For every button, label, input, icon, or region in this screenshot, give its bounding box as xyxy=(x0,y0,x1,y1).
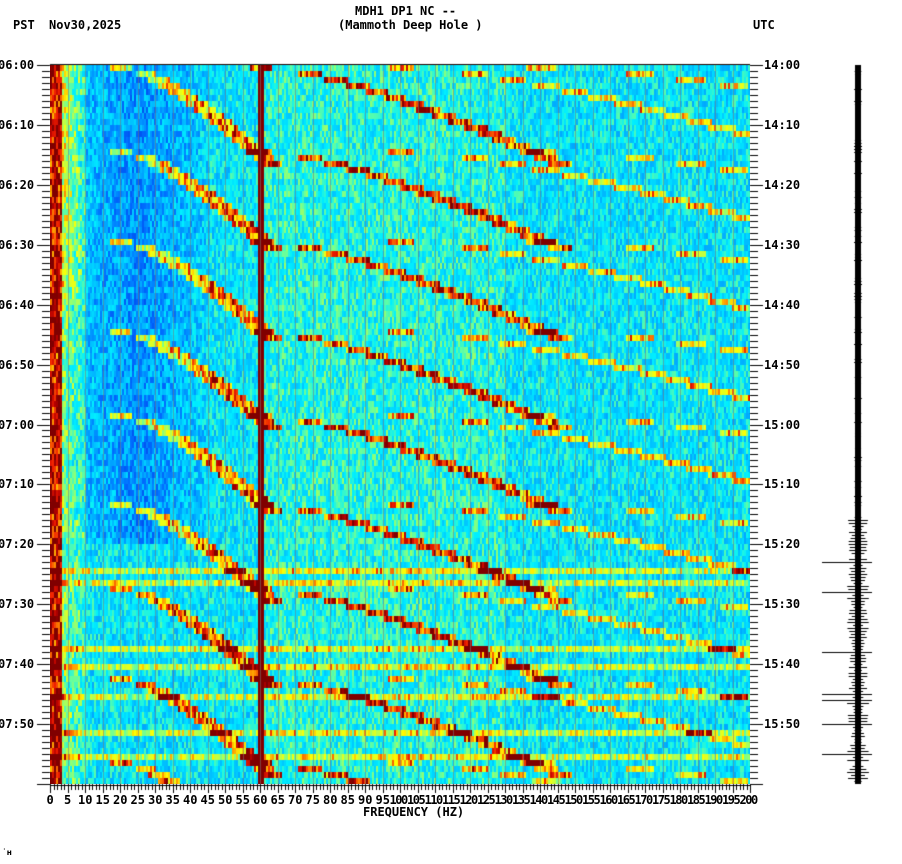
x-tick: 160 xyxy=(599,793,619,807)
y-tick-right: 15:30 xyxy=(764,597,801,612)
y-tick-right: 15:00 xyxy=(764,417,801,432)
y-tick-left: 06:30 xyxy=(0,237,35,252)
x-tick: 75 xyxy=(305,793,320,807)
x-tick: 110 xyxy=(424,793,444,807)
y-tick-left: 07:40 xyxy=(0,657,35,672)
x-tick: 170 xyxy=(634,793,654,807)
x-tick: 90 xyxy=(358,793,373,807)
y-tick-right: 14:00 xyxy=(764,58,801,72)
right-timezone: UTC xyxy=(753,18,775,32)
x-tick: 200 xyxy=(739,793,759,807)
y-tick-right: 15:20 xyxy=(764,537,801,552)
y-tick-left: 06:20 xyxy=(0,177,35,192)
y-tick-left: 07:20 xyxy=(0,537,35,552)
x-tick: 145 xyxy=(547,793,566,807)
station-name: (Mammoth Deep Hole ) xyxy=(338,18,483,32)
y-tick-right: 14:30 xyxy=(764,237,801,252)
y-tick-left: 07:00 xyxy=(0,417,35,432)
y-tick-right: 14:50 xyxy=(764,357,801,372)
x-tick: 140 xyxy=(529,793,549,807)
x-tick: 180 xyxy=(669,793,689,807)
x-tick: 125 xyxy=(477,793,496,807)
x-tick: 80 xyxy=(323,793,338,807)
x-tick: 5 xyxy=(64,793,72,807)
x-tick: 155 xyxy=(582,793,601,807)
y-tick-left: 06:40 xyxy=(0,297,35,312)
y-tick-right: 14:10 xyxy=(764,117,801,132)
x-tick: 20 xyxy=(113,793,128,807)
y-tick-right: 15:40 xyxy=(764,657,801,672)
x-tick: 100 xyxy=(389,793,409,807)
x-tick: 60 xyxy=(253,793,268,807)
x-tick: 115 xyxy=(442,793,461,807)
x-tick: 130 xyxy=(494,793,514,807)
x-tick: 120 xyxy=(459,793,479,807)
x-tick: 85 xyxy=(340,793,355,807)
date-label: Nov30,2025 xyxy=(49,18,122,32)
x-tick: 35 xyxy=(165,793,180,807)
x-tick: 95 xyxy=(375,793,390,807)
x-tick: 105 xyxy=(407,793,426,807)
y-tick-right: 15:10 xyxy=(764,477,801,492)
y-tick-left: 07:10 xyxy=(0,477,35,492)
y-tick-left: 06:00 xyxy=(0,58,35,72)
x-tick: 195 xyxy=(722,793,741,807)
y-tick-left: 06:10 xyxy=(0,117,35,132)
x-tick: 65 xyxy=(270,793,285,807)
x-tick: 50 xyxy=(218,793,233,807)
spectrogram-plot xyxy=(50,65,750,784)
station-line: MDH1 DP1 NC -- xyxy=(355,4,457,18)
y-tick-left: 07:50 xyxy=(0,717,35,732)
x-tick: 10 xyxy=(78,793,93,807)
left-timezone: PST xyxy=(13,18,35,32)
y-tick-right: 15:50 xyxy=(764,717,801,732)
y-tick-left: 07:30 xyxy=(0,597,35,612)
x-tick: 185 xyxy=(687,793,706,807)
x-axis-title: FREQUENCY (HZ) xyxy=(363,805,465,819)
y-tick-right: 14:40 xyxy=(764,297,801,312)
x-tick: 45 xyxy=(200,793,215,807)
y-tick-right: 14:20 xyxy=(764,177,801,192)
x-tick: 25 xyxy=(130,793,145,807)
x-tick: 190 xyxy=(704,793,724,807)
x-tick: 30 xyxy=(148,793,163,807)
x-tick: 55 xyxy=(235,793,250,807)
x-tick: 150 xyxy=(564,793,584,807)
x-tick: 0 xyxy=(46,793,54,807)
x-tick: 40 xyxy=(183,793,198,807)
x-tick: 15 xyxy=(95,793,110,807)
x-tick: 70 xyxy=(288,793,303,807)
y-tick-left: 06:50 xyxy=(0,357,35,372)
x-tick: 165 xyxy=(617,793,636,807)
x-tick: 175 xyxy=(652,793,671,807)
footer-mark: ˙ʜ xyxy=(2,848,12,857)
x-tick: 135 xyxy=(512,793,531,807)
